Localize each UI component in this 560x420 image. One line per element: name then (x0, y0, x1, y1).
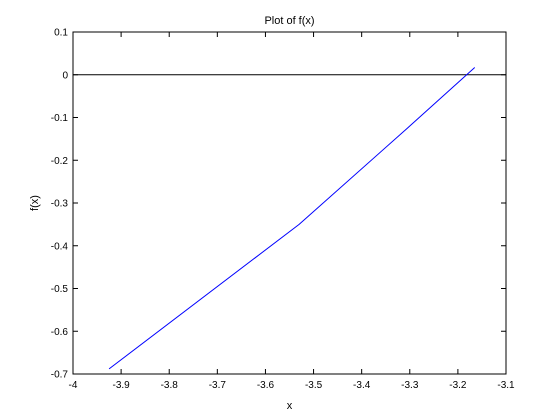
y-tick-label: -0.1 (51, 113, 69, 124)
x-axis-ticks: -4 -3.9 -3.8 -3.7 -3.6 -3.5 -3.4 -3.3 -3.2 -3.1 (69, 32, 515, 391)
y-tick-label: -0.6 (51, 327, 69, 338)
x-tick-label: -3.8 (161, 380, 179, 391)
x-tick-label: -3.3 (401, 380, 419, 391)
plot-area (72, 31, 507, 375)
x-tick-label: -3.6 (257, 380, 275, 391)
x-tick-label: -3.5 (305, 380, 323, 391)
x-tick-label: -3.2 (449, 380, 467, 391)
y-tick-label: 0.1 (54, 28, 68, 39)
x-tick-label: -3.4 (353, 380, 371, 391)
x-tick-label: -3.1 (497, 380, 515, 391)
y-tick-label: -0.3 (51, 199, 69, 210)
y-tick-label: 0 (62, 70, 68, 81)
y-tick-label: -0.7 (51, 370, 69, 381)
y-tick-label: -0.2 (51, 156, 69, 167)
x-tick-label: -3.9 (112, 380, 130, 391)
y-axis-label: f(x) (29, 195, 41, 211)
series-line (108, 67, 476, 370)
x-axis-label: x (287, 400, 293, 412)
y-axis-ticks: 0.1 0 -0.1 -0.2 -0.3 -0.4 -0.5 -0.6 -0.7 (51, 28, 506, 381)
series-layer (108, 67, 476, 370)
x-tick-label: -4 (69, 380, 78, 391)
y-tick-label: -0.4 (51, 241, 69, 252)
chart-title: Plot of f(x) (264, 15, 314, 27)
x-tick-label: -3.7 (209, 380, 227, 391)
y-tick-label: -0.5 (51, 284, 69, 295)
